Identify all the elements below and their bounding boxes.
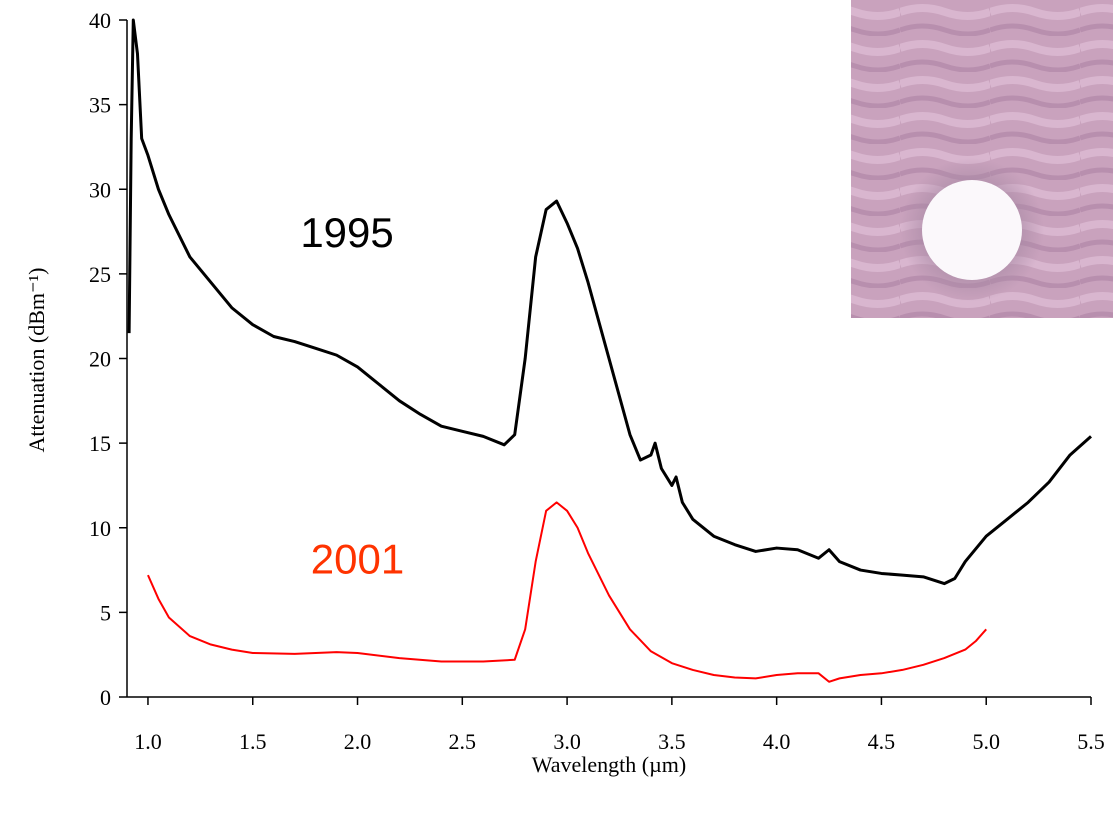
y-tick-label: 35 <box>89 93 111 118</box>
inset-photo <box>851 0 1113 318</box>
line-series <box>127 18 1092 586</box>
annotation: 1995 <box>300 209 393 256</box>
y-tick-label: 20 <box>89 347 111 372</box>
x-tick-label: 5.5 <box>1077 729 1105 754</box>
y-tick-label: 0 <box>100 685 111 710</box>
y-tick-label: 5 <box>100 600 111 625</box>
y-tick-label: 10 <box>89 516 111 541</box>
x-tick-label: 5.0 <box>972 729 1000 754</box>
x-tick-label: 1.5 <box>239 729 267 754</box>
x-tick-label: 4.5 <box>868 729 896 754</box>
y-tick-label: 15 <box>89 431 111 456</box>
x-tick-label: 4.0 <box>763 729 791 754</box>
x-tick-label: 2.5 <box>449 729 477 754</box>
y-tick-label: 25 <box>89 262 111 287</box>
x-tick-label: 2.0 <box>344 729 372 754</box>
y-tick-label: 30 <box>89 177 111 202</box>
line-series <box>147 501 987 683</box>
x-tick-label: 1.0 <box>134 729 162 754</box>
x-tick-label: 3.5 <box>658 729 686 754</box>
annotation: 2001 <box>311 535 404 582</box>
y-tick-label: 40 <box>89 8 111 33</box>
y-axis-label: Attenuation (dBm⁻¹) <box>24 267 49 452</box>
x-tick-label: 3.0 <box>553 729 581 754</box>
x-axis-label: Wavelength (µm) <box>532 752 686 777</box>
